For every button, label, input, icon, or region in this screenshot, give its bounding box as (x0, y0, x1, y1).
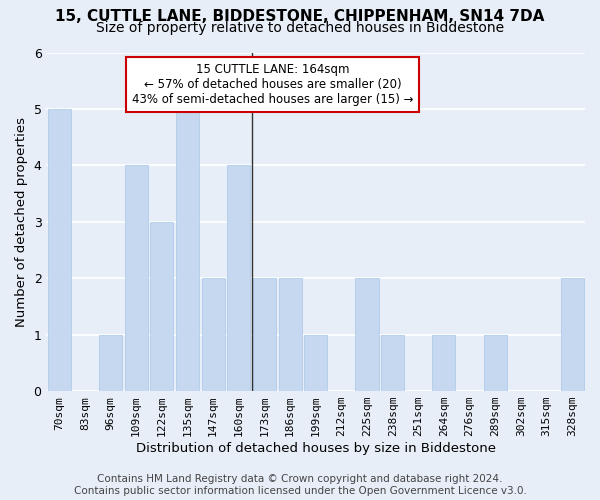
Text: Size of property relative to detached houses in Biddestone: Size of property relative to detached ho… (96, 21, 504, 35)
Bar (253, 278, 276, 391)
Bar (278, 278, 302, 391)
Bar (304, 334, 327, 391)
Bar (99, 334, 122, 391)
Bar (560, 278, 584, 391)
Bar (150, 222, 173, 391)
Bar (125, 166, 148, 391)
Text: 15 CUTTLE LANE: 164sqm
← 57% of detached houses are smaller (20)
43% of semi-det: 15 CUTTLE LANE: 164sqm ← 57% of detached… (132, 62, 413, 106)
Bar (202, 278, 224, 391)
Bar (433, 334, 455, 391)
Bar (227, 166, 250, 391)
Bar (355, 278, 379, 391)
X-axis label: Distribution of detached houses by size in Biddestone: Distribution of detached houses by size … (136, 442, 496, 455)
Text: 15, CUTTLE LANE, BIDDESTONE, CHIPPENHAM, SN14 7DA: 15, CUTTLE LANE, BIDDESTONE, CHIPPENHAM,… (55, 9, 545, 24)
Bar (381, 334, 404, 391)
Bar (484, 334, 507, 391)
Y-axis label: Number of detached properties: Number of detached properties (15, 117, 28, 327)
Bar (47, 109, 71, 391)
Bar (176, 109, 199, 391)
Text: Contains HM Land Registry data © Crown copyright and database right 2024.
Contai: Contains HM Land Registry data © Crown c… (74, 474, 526, 496)
